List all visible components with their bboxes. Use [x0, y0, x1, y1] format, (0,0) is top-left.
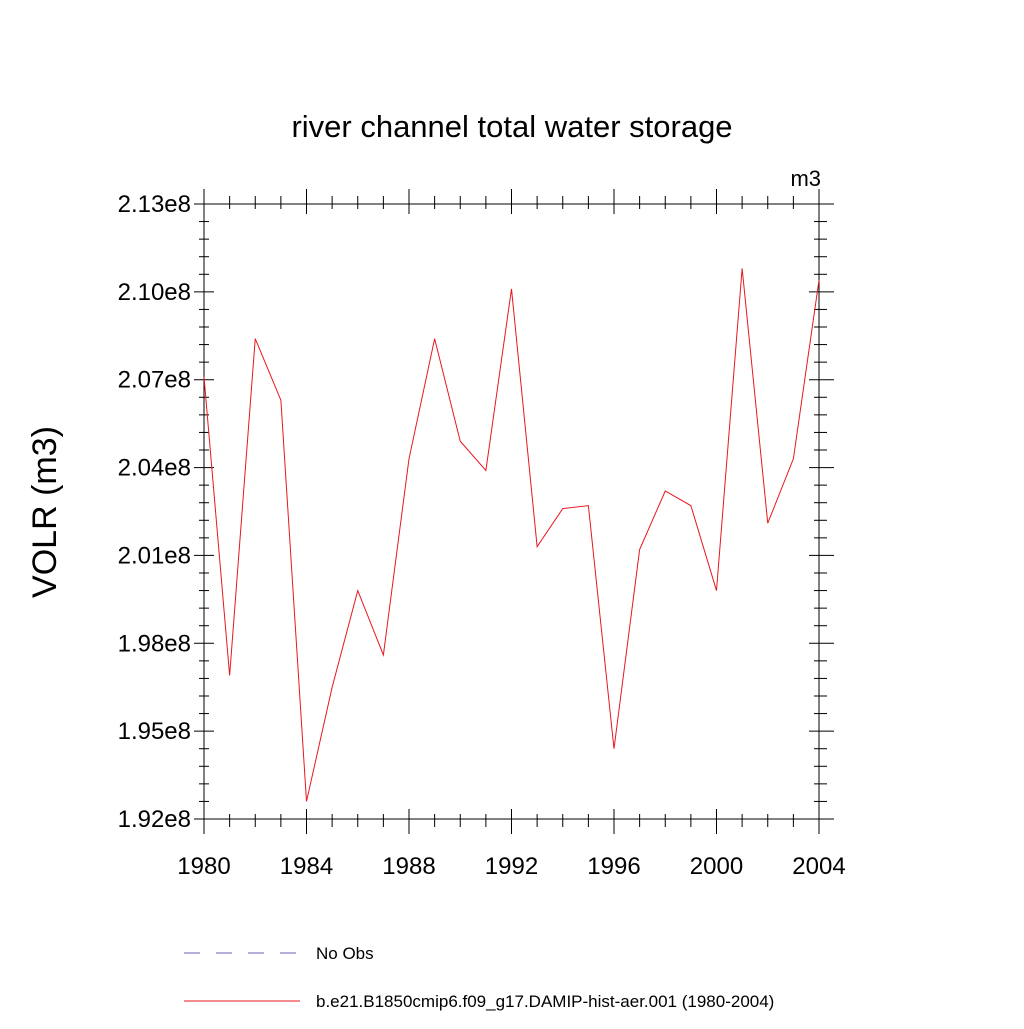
x-tick-label: 1992: [485, 853, 538, 880]
y-axis-label: VOLR (m3): [26, 426, 64, 598]
chart-title: river channel total water storage: [291, 109, 732, 144]
x-tick-label: 1988: [382, 853, 435, 880]
x-tick-label: 1996: [587, 853, 640, 880]
x-tick-label: 2000: [690, 853, 743, 880]
y-tick-label: 1.92e8: [118, 806, 191, 833]
legend-label: No Obs: [316, 944, 374, 963]
y-tick-label: 2.07e8: [118, 367, 191, 394]
series-layer: [203, 268, 820, 802]
y-tick-label: 2.10e8: [118, 279, 191, 306]
y-tick-label: 1.95e8: [118, 718, 191, 745]
plot-frame: [203, 203, 820, 820]
y-tick-label: 2.01e8: [118, 542, 191, 569]
x-axis-ticks: 1980 1984 1988 1992 1996 2000 2004: [177, 189, 846, 880]
series-line: [203, 268, 820, 802]
y-tick-label: 2.04e8: [118, 455, 191, 482]
legend-label: b.e21.B1850cmip6.f09_g17.DAMIP-hist-aer.…: [316, 992, 774, 1011]
y-tick-label: 1.98e8: [118, 630, 191, 657]
legend: No Obs b.e21.B1850cmip6.f09_g17.DAMIP-his…: [184, 944, 774, 1011]
x-tick-label: 1984: [280, 853, 333, 880]
x-tick-label: 2004: [792, 853, 845, 880]
x-tick-label: 1980: [177, 853, 230, 880]
y-axis-ticks: 1.92e8 1.95e8 1.98e8 2.01e8 2.04e8 2.07e8 2.10…: [118, 191, 834, 833]
y-tick-label: 2.13e8: [118, 191, 191, 218]
units-label: m3: [790, 166, 821, 191]
